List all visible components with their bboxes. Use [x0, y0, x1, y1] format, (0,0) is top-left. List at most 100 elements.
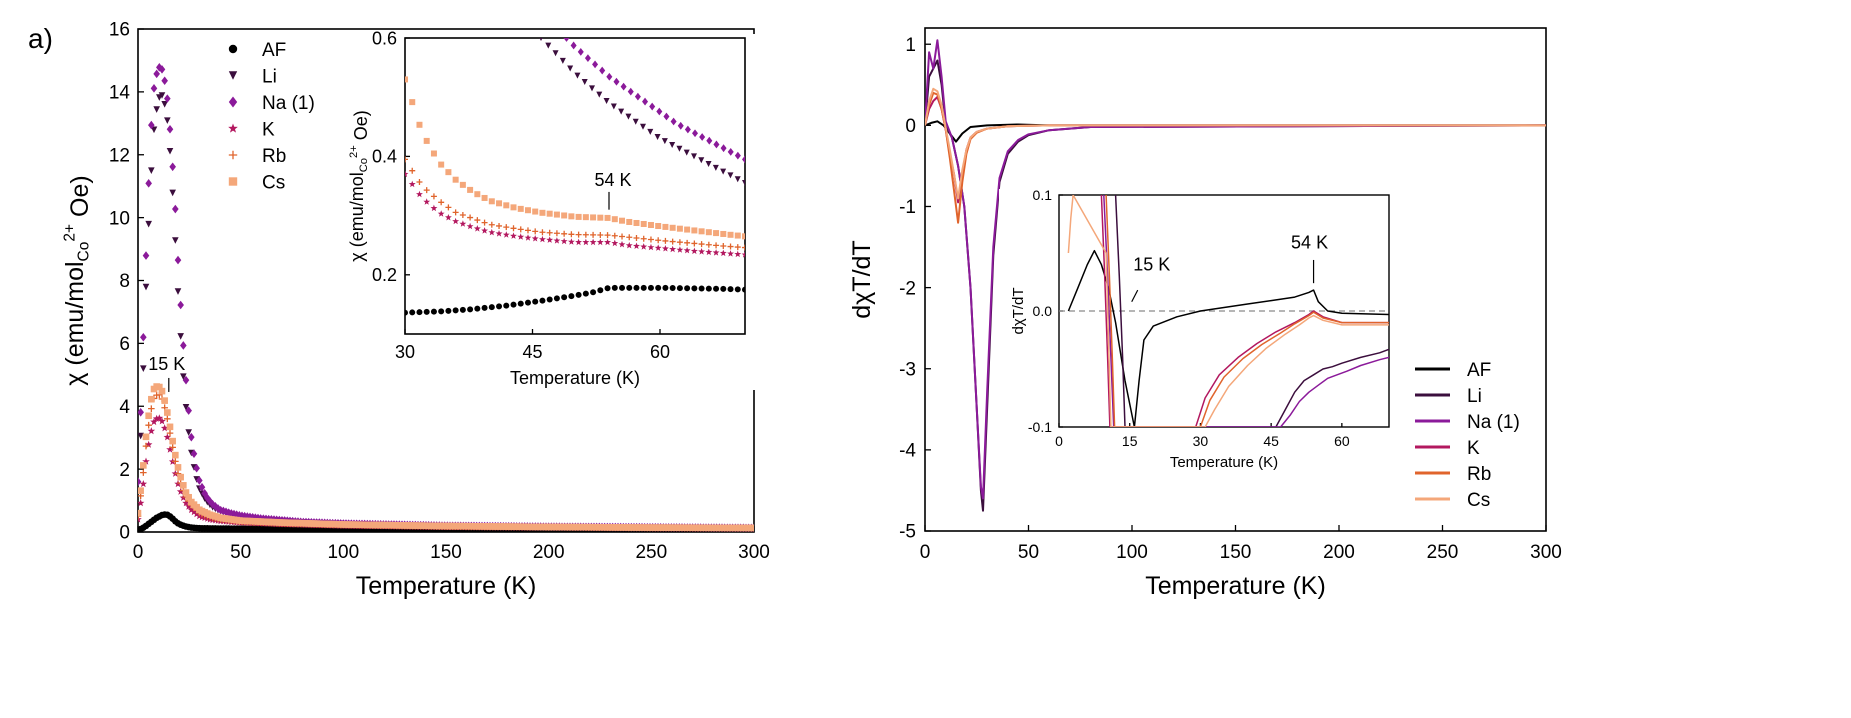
- panel-a-inset-point-k: [683, 246, 691, 254]
- panel-a-legend-label-cs: Cs: [262, 173, 285, 194]
- panel-b-y-axis-title: dχT/dT: [848, 240, 876, 318]
- panel-a-inset-y-axis-title-unit: Oe): [351, 110, 371, 145]
- panel-b-y-tick-label: -4: [899, 441, 916, 462]
- panel-a-inset-point-li: [581, 78, 588, 85]
- panel-a-point-cs: [750, 524, 754, 532]
- panel-a-inset-point-k: [459, 220, 467, 227]
- panel-b-y-tick-label: 1: [905, 35, 916, 56]
- panel-a-inset-point-af: [691, 285, 698, 292]
- panel-a-inset-point-na-1: [613, 77, 620, 86]
- panel-a-point-na-1: [158, 65, 166, 74]
- panel-b-x-tick-label: 250: [1427, 542, 1459, 563]
- panel-a-inset-point-rb: [474, 217, 481, 224]
- panel-a-inset-point-k: [560, 237, 568, 245]
- panel-a-inset-point-rb: [662, 237, 669, 244]
- panel-b-legend-label-li: Li: [1467, 386, 1482, 407]
- panel-a-inset-point-cs: [720, 230, 727, 237]
- panel-a-point-na-1: [196, 476, 203, 485]
- panel-a-inset-point-cs: [568, 213, 575, 220]
- panel-a-legend-marker-li: [228, 71, 238, 80]
- panel-a-inset-point-rb: [575, 231, 582, 238]
- panel-a-inset-point-af: [423, 308, 430, 315]
- panel-a-inset-point-k: [604, 238, 611, 246]
- panel-a-point-na-1: [174, 255, 182, 265]
- panel-a-inset-point-cs: [517, 205, 524, 212]
- panel-a-inset-y-tick-label: 0.2: [372, 265, 397, 285]
- panel-a-point-na-1: [161, 76, 168, 86]
- panel-a-y-tick-label: 10: [109, 208, 130, 229]
- panel-a-inset-point-cs: [582, 214, 589, 221]
- panel-a-inset-point-na-1: [742, 155, 745, 164]
- panel-a-point-li: [172, 237, 179, 244]
- panel-b-inset-annotation-15k-tick: [1131, 289, 1139, 302]
- panel-a-inset-point-rb: [734, 244, 741, 251]
- panel-a-inset-point-rb: [438, 199, 445, 206]
- panel-a-point-k: [187, 506, 196, 514]
- panel-a-inset-point-af: [720, 285, 727, 292]
- panel-a-y-tick-label: 2: [119, 460, 130, 481]
- panel-a-inset-point-li: [661, 138, 668, 145]
- panel-b-inset-series-layer: [1067, 195, 1389, 427]
- panel-a-inset-point-li: [734, 176, 741, 183]
- panel-a-inset-point-cs: [742, 233, 745, 240]
- panel-a-inset-point-rb: [742, 244, 745, 251]
- panel-a-point-k: [144, 440, 153, 448]
- panel-b-inset-x-tick-label: 60: [1334, 433, 1350, 449]
- panel-a-inset-point-rb: [510, 225, 517, 232]
- panel-a-point-k: [139, 480, 148, 488]
- panel-a-point-k: [147, 427, 156, 435]
- panel-a-x-tick-label: 200: [533, 542, 565, 563]
- panel-a-point-k: [155, 414, 164, 422]
- panel-a-legend-marker-cs: [228, 177, 238, 186]
- panel-a-inset-point-af: [655, 284, 662, 291]
- panel-a-legend: AF Li Na (1) K Rb Cs: [228, 40, 315, 194]
- panel-b-y-tick-label: 0: [905, 116, 916, 137]
- panel-a-inset-point-li: [720, 168, 727, 175]
- panel-a-point-k: [182, 499, 190, 507]
- panel-a-point-cs: [156, 383, 163, 391]
- panel-a-point-rb: [142, 442, 150, 450]
- panel-a-inset-point-li: [567, 65, 574, 72]
- panel-a-inset-point-rb: [647, 236, 654, 243]
- panel-a-inset-point-li: [712, 164, 719, 171]
- panel-a-inset-point-cs: [430, 150, 437, 157]
- panel-a-inset-point-af: [604, 285, 611, 292]
- panel-a-inset-point-af: [510, 301, 517, 308]
- panel-a-inset-point-af: [669, 285, 676, 292]
- panel-a-point-na-1: [150, 84, 158, 93]
- panel-a-inset-point-na-1: [577, 48, 584, 56]
- panel-a-inset-point-af: [452, 307, 459, 314]
- panel-a-point-cs: [166, 423, 174, 431]
- panel-a-inset-point-cs: [510, 204, 517, 211]
- panel-a-inset-point-na-1: [656, 107, 663, 116]
- panel-a-inset-point-rb: [568, 231, 575, 238]
- panel-a-inset-point-cs: [452, 176, 459, 183]
- panel-a-legend-label-k: K: [262, 120, 275, 141]
- panel-a-inset-point-af: [597, 287, 604, 294]
- panel-b-y-tick-label: -3: [899, 359, 916, 380]
- panel-a-inset-point-na-1: [727, 148, 734, 156]
- panel-a-legend-marker-af: [228, 44, 238, 54]
- panel-a-inset-x-tick-label: 45: [522, 342, 542, 362]
- panel-a-inset-series-li: [539, 38, 745, 187]
- panel-a-y-axis-title: χ (emu/molCo2+ Oe): [61, 175, 94, 385]
- panel-a-inset-point-rb: [467, 214, 474, 221]
- panel-a-inset-point-k: [640, 243, 648, 250]
- panel-a-point-li: [174, 288, 182, 295]
- panel-a-inset-point-k: [539, 235, 546, 243]
- panel-a-point-cs: [169, 437, 176, 445]
- panel-a-inset-point-cs: [503, 202, 510, 209]
- panel-a-inset-point-rb: [459, 212, 466, 219]
- panel-a-inset-point-af: [705, 285, 712, 292]
- panel-a-inset-point-li: [559, 57, 566, 64]
- panel-b-inset-line-na-1: [1103, 195, 1389, 427]
- panel-a-inset-point-af: [553, 295, 560, 302]
- panel-b-line-cs: [925, 87, 1546, 200]
- panel-a-point-na-1: [145, 179, 152, 188]
- panel-a-inset-point-rb: [561, 230, 568, 237]
- panel-a-inset-point-af: [640, 284, 647, 291]
- panel-a-inset-point-li: [654, 133, 661, 140]
- panel-a-legend-marker-na-1: [228, 96, 238, 108]
- panel-a-inset-point-af: [438, 308, 445, 315]
- panel-a-inset-point-cs: [524, 207, 531, 214]
